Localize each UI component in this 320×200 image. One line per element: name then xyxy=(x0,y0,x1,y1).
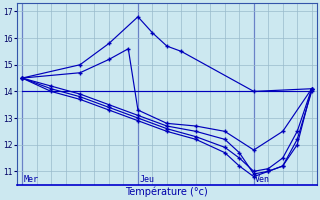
Text: Mer: Mer xyxy=(24,175,38,184)
Text: Jeu: Jeu xyxy=(140,175,154,184)
X-axis label: Température (°c): Température (°c) xyxy=(125,186,208,197)
Text: Ven: Ven xyxy=(255,175,270,184)
